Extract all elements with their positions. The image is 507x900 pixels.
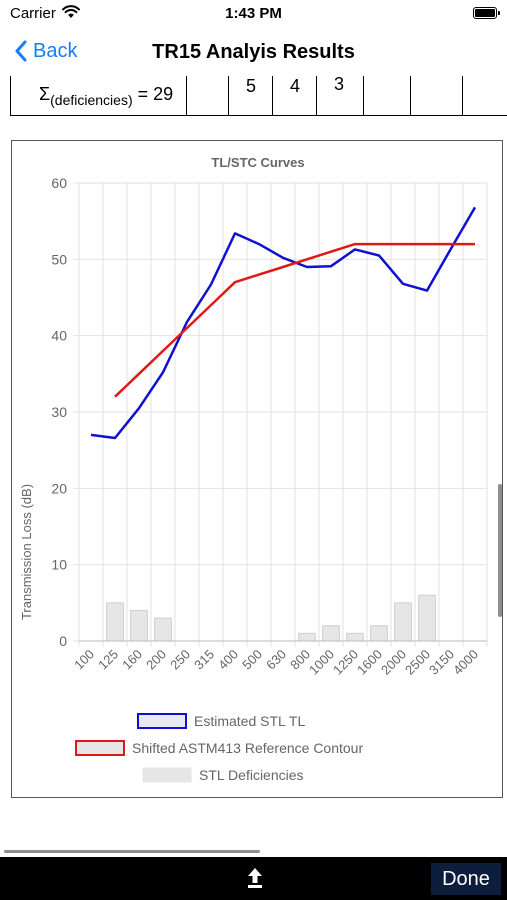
legend-swatch (142, 767, 192, 783)
chart-legend: Estimated STL TL Shifted ASTM413 Referenc… (75, 713, 363, 783)
chart-title: TL/STC Curves (211, 155, 304, 170)
x-tick-label: 500 (239, 647, 265, 673)
series-lines (90, 206, 477, 440)
bottom-toolbar: Done (0, 857, 507, 900)
back-button[interactable]: Back (14, 36, 77, 66)
deficiencies-table-row: Σ(deficiencies) = 29 5 4 3 (0, 76, 507, 116)
y-tick-label: 0 (59, 633, 67, 649)
deficiency-bar (394, 602, 412, 642)
x-tick-label: 1250 (330, 647, 361, 678)
x-tick-label: 2500 (402, 647, 433, 678)
legend-swatch (75, 740, 125, 756)
legend-label: STL Deficiencies (199, 767, 304, 783)
x-tick-label: 250 (167, 647, 193, 673)
y-tick-label: 20 (51, 480, 67, 496)
y-tick-label: 60 (51, 175, 67, 191)
legend-label: Estimated STL TL (194, 713, 305, 729)
x-tick-label: 315 (191, 647, 217, 673)
y-tick-label: 40 (51, 328, 67, 344)
table-cell: 5 (228, 76, 272, 116)
deficiency-bar (154, 617, 172, 642)
navigation-bar: Back TR15 Analyis Results (0, 28, 507, 76)
status-time: 1:43 PM (225, 5, 282, 22)
x-tick-label: 3150 (426, 647, 457, 678)
horizontal-scrollbar[interactable] (4, 850, 260, 853)
battery-icon (473, 7, 500, 19)
series-line-0 (90, 206, 477, 440)
deficiency-bar (346, 632, 364, 642)
deficiency-bar (298, 632, 316, 642)
wifi-icon (62, 5, 80, 18)
series-line-1 (114, 242, 475, 398)
table-cell-value: 3 (333, 76, 344, 94)
deficiency-bars (106, 594, 436, 642)
done-button[interactable]: Done (431, 863, 501, 895)
chevron-left-icon (15, 40, 27, 62)
x-tick-label: 200 (143, 647, 169, 673)
deficiency-bar (130, 609, 148, 642)
sum-cell: Σ(deficiencies) = 29 (10, 76, 186, 116)
table-cell (410, 76, 462, 116)
vertical-scrollbar[interactable] (498, 484, 502, 617)
x-tick-label: 630 (263, 647, 289, 673)
legend-swatch (137, 713, 187, 729)
legend-label: Shifted ASTM413 Reference Contour (132, 740, 363, 756)
table-cell-value: 5 (245, 76, 256, 96)
y-tick-label: 30 (51, 404, 67, 420)
tl-stc-chart: TL/STC Curves Transmission Loss (dB) 010… (19, 155, 488, 783)
deficiency-bar (418, 594, 436, 642)
table-cell (186, 76, 228, 116)
deficiency-bar (322, 625, 340, 642)
y-tick-label: 50 (51, 251, 67, 267)
table-cell (363, 76, 410, 116)
table-cell (462, 76, 507, 116)
table-cell: 3 (316, 76, 363, 116)
back-label: Back (33, 39, 78, 62)
table-cell-value: 4 (289, 76, 300, 96)
deficiency-bar (106, 602, 124, 642)
grid (73, 182, 488, 647)
x-tick-label: 1600 (354, 647, 385, 678)
page-title: TR15 Analyis Results (152, 41, 355, 63)
status-bar: Carrier 1:43 PM (0, 0, 507, 28)
x-tick-label: 160 (119, 647, 145, 673)
carrier-label: Carrier (10, 5, 56, 22)
x-tick-label: 4000 (450, 647, 481, 678)
share-button[interactable] (240, 864, 270, 892)
chart-frame: TL/STC Curves Transmission Loss (dB) 0 10… (11, 140, 503, 798)
x-tick-label: 125 (95, 647, 121, 673)
share-icon (248, 868, 262, 888)
sum-label: Σ(deficiencies) = 29 (39, 84, 174, 108)
table-cell: 4 (272, 76, 316, 116)
x-tick-label: 100 (71, 647, 97, 673)
x-tick-label: 400 (215, 647, 241, 673)
y-axis-label: Transmission Loss (dB) (19, 484, 34, 620)
deficiency-bar (370, 625, 388, 642)
y-tick-label: 10 (51, 557, 67, 573)
x-tick-label: 2000 (378, 647, 409, 678)
x-tick-label: 1000 (306, 647, 337, 678)
